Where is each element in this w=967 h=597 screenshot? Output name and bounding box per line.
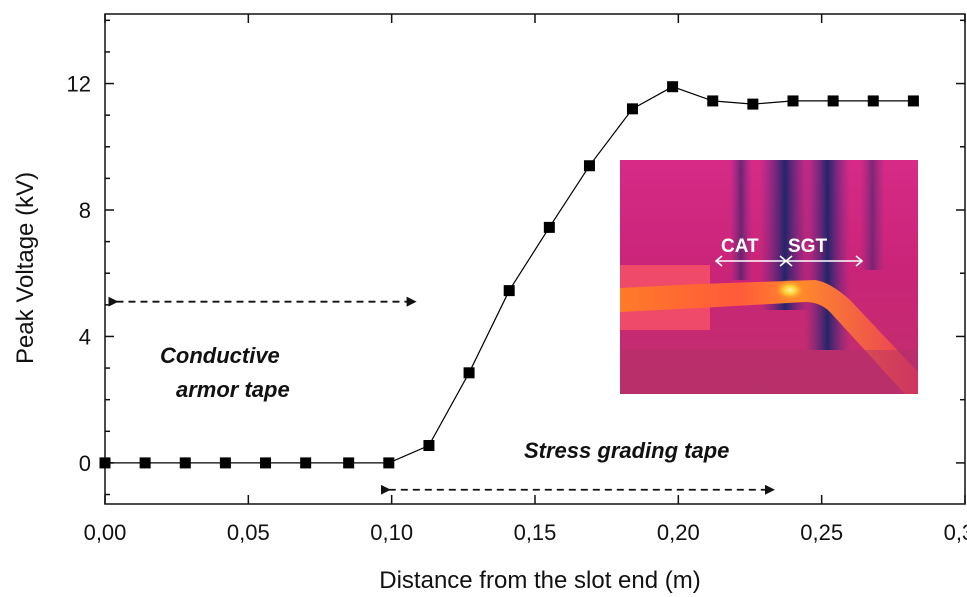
inset-dark-band xyxy=(730,160,752,280)
data-point xyxy=(260,457,272,469)
data-point xyxy=(907,95,919,107)
x-tick-label: 0,25 xyxy=(800,520,843,545)
data-point xyxy=(343,457,355,469)
inset-hot-spot xyxy=(774,279,806,301)
x-axis-ticks xyxy=(104,14,966,504)
x-axis-title: Distance from the slot end (m) xyxy=(379,567,700,594)
data-point xyxy=(463,367,475,379)
annotation-conductive-line2: armor tape xyxy=(176,377,290,402)
data-point xyxy=(827,95,839,107)
y-tick-label: 8 xyxy=(79,198,91,223)
data-point xyxy=(867,95,879,107)
series-markers xyxy=(99,81,919,469)
x-tick-label: 0,15 xyxy=(514,520,557,545)
cat-arrow-left-head xyxy=(714,255,723,267)
x-tick-label: 0,30 xyxy=(944,520,967,545)
data-point xyxy=(707,95,719,107)
thermal-inset: CAT SGT xyxy=(620,160,918,394)
y-axis-title: Peak Voltage (kV) xyxy=(12,172,39,364)
y-tick-label: 12 xyxy=(67,72,91,97)
inset-label-cat: CAT xyxy=(721,236,759,257)
x-axis-tick-labels: 0,00 0,05 0,10 0,15 0,20 0,25 0,30 xyxy=(84,520,967,545)
x-tick-label: 0,10 xyxy=(370,520,413,545)
data-point xyxy=(626,103,638,115)
data-point xyxy=(543,221,555,233)
x-tick-label: 0,00 xyxy=(84,520,127,545)
data-point xyxy=(423,440,435,452)
data-point xyxy=(300,457,312,469)
data-point xyxy=(787,95,799,107)
y-tick-label: 0 xyxy=(79,451,91,476)
annotation-stress: Stress grading tape xyxy=(524,438,729,463)
sgt-arrow-left-head xyxy=(784,255,793,267)
annotation-conductive-line1: Conductive xyxy=(160,343,280,368)
x-tick-label: 0,20 xyxy=(657,520,700,545)
data-point xyxy=(747,98,759,110)
x-tick-label: 0,05 xyxy=(227,520,270,545)
data-point xyxy=(667,81,679,93)
data-point xyxy=(503,285,515,297)
data-point xyxy=(179,457,191,469)
y-axis-ticks xyxy=(105,19,965,496)
data-point xyxy=(219,457,231,469)
data-point xyxy=(99,457,111,469)
y-axis-tick-labels: 0 4 8 12 xyxy=(67,72,91,476)
inset-cable xyxy=(620,280,918,394)
sgt-arrow-right-head xyxy=(855,255,864,267)
y-tick-label: 4 xyxy=(79,324,91,349)
inset-label-sgt: SGT xyxy=(788,236,827,257)
inset-bottom-shade xyxy=(620,350,918,394)
data-point xyxy=(383,457,395,469)
inset-dark-band xyxy=(860,160,885,270)
data-point xyxy=(583,160,595,172)
data-point xyxy=(139,457,151,469)
